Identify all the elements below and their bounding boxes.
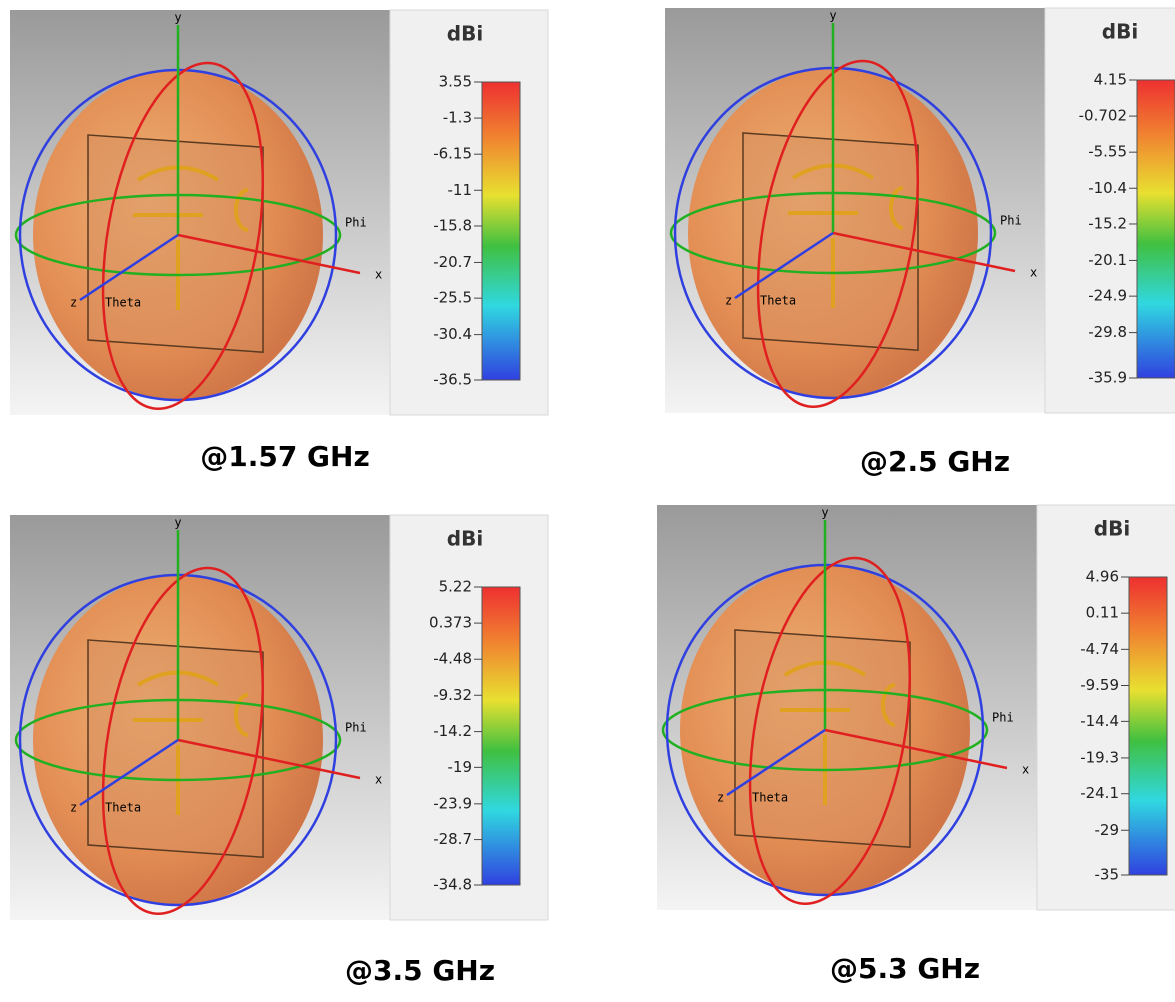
colorbar-tick-label: -4.74 [1080,640,1119,658]
colorbar-tick-label: -35 [1095,866,1120,884]
colorbar-tick-label: 0.11 [1086,604,1119,622]
colorbar-tick-label: -34.8 [433,876,472,894]
colorbar-tick-label: -19 [448,758,473,776]
colorbar-tick-label: -24.9 [1088,287,1127,305]
colorbar-tick-label: -14.4 [1080,712,1119,730]
colorbar-tick-label: -35.9 [1088,369,1127,387]
colorbar-tick-label: -15.2 [1088,214,1127,232]
colorbar-tick-label: -5.55 [1088,143,1127,161]
panel: y x z Theta Phi dBi 3.55 -1.3 -6.15 -11 -15.8 -20.7… [10,10,548,421]
colorbar-tick-label: -20.7 [433,253,472,271]
colorbar-tick-label: -29.8 [1088,323,1127,341]
axis-label-phi: Phi [345,216,367,230]
caption: @1.57 GHz [200,440,370,473]
colorbar-tick-label: -23.9 [433,794,472,812]
colorbar-tick-label: -25.5 [433,289,472,307]
colorbar-tick-label: -20.1 [1088,251,1127,269]
axis-label-z: z [70,296,77,310]
colorbar-tick-label: 4.96 [1086,568,1119,586]
colorbar [482,587,520,885]
colorbar-tick-label: -0.702 [1079,107,1127,125]
axis-label-x: x [1030,266,1037,280]
axis-label-phi: Phi [992,711,1014,725]
caption: @2.5 GHz [860,445,1010,478]
axis-label-y: y [829,9,836,23]
colorbar-unit: dBi [447,527,483,551]
colorbar-tick-label: -11 [448,181,473,199]
colorbar-tick-label: -29 [1095,821,1120,839]
axis-label-x: x [375,268,382,282]
caption: @3.5 GHz [345,954,495,987]
colorbar-tick-label: -1.3 [443,109,472,127]
axis-label-z: z [717,791,724,805]
axis-label-theta: Theta [105,801,141,815]
colorbar-tick-label: 4.15 [1094,71,1127,89]
caption: @5.3 GHz [830,952,980,985]
colorbar-tick-label: -15.8 [433,216,472,234]
colorbar-tick-label: -19.3 [1080,748,1119,766]
colorbar-tick-label: 5.22 [439,578,472,596]
figure: y x z Theta Phi dBi 3.55 -1.3 -6.15 -11 -15.8 -20.7… [0,0,1175,1002]
colorbar-tick-label: -36.5 [433,371,472,389]
colorbar-tick-label: -24.1 [1080,784,1119,802]
colorbar-tick-label: -4.48 [433,650,472,668]
colorbar-tick-label: -30.4 [433,325,472,343]
axis-label-phi: Phi [1000,214,1022,228]
panel: y x z Theta Phi dBi 4.15 -0.702 -5.55 -10.4 -15.2 -… [665,8,1175,419]
axis-label-y: y [174,516,181,530]
colorbar-unit: dBi [447,22,483,46]
colorbar [1137,80,1175,378]
colorbar-tick-label: -14.2 [433,722,472,740]
axis-label-y: y [174,11,181,25]
colorbar-tick-label: 0.373 [429,614,472,632]
panel: y x z Theta Phi dBi 4.96 0.11 -4.74 -9.59 -14.4 -19… [657,505,1175,916]
axis-label-z: z [70,801,77,815]
axis-label-x: x [375,773,382,787]
colorbar-panel [390,10,548,415]
colorbar-tick-label: -9.59 [1080,676,1119,694]
colorbar-tick-label: -10.4 [1088,179,1127,197]
colorbar-tick-label: -9.32 [433,686,472,704]
colorbar-unit: dBi [1094,517,1130,541]
axis-label-z: z [725,294,732,308]
colorbar-unit: dBi [1102,20,1138,44]
axis-label-phi: Phi [345,721,367,735]
axis-label-theta: Theta [105,296,141,310]
colorbar [482,82,520,380]
colorbar-tick-label: 3.55 [439,73,472,91]
axis-label-theta: Theta [760,294,796,308]
colorbar-panel [390,515,548,920]
colorbar-tick-label: -6.15 [433,145,472,163]
panel: y x z Theta Phi dBi 5.22 0.373 -4.48 -9.32 -14.2 -1… [10,515,548,926]
colorbar-tick-label: -28.7 [433,830,472,848]
axis-label-y: y [821,506,828,520]
colorbar [1129,577,1167,875]
axis-label-theta: Theta [752,791,788,805]
axis-label-x: x [1022,763,1029,777]
